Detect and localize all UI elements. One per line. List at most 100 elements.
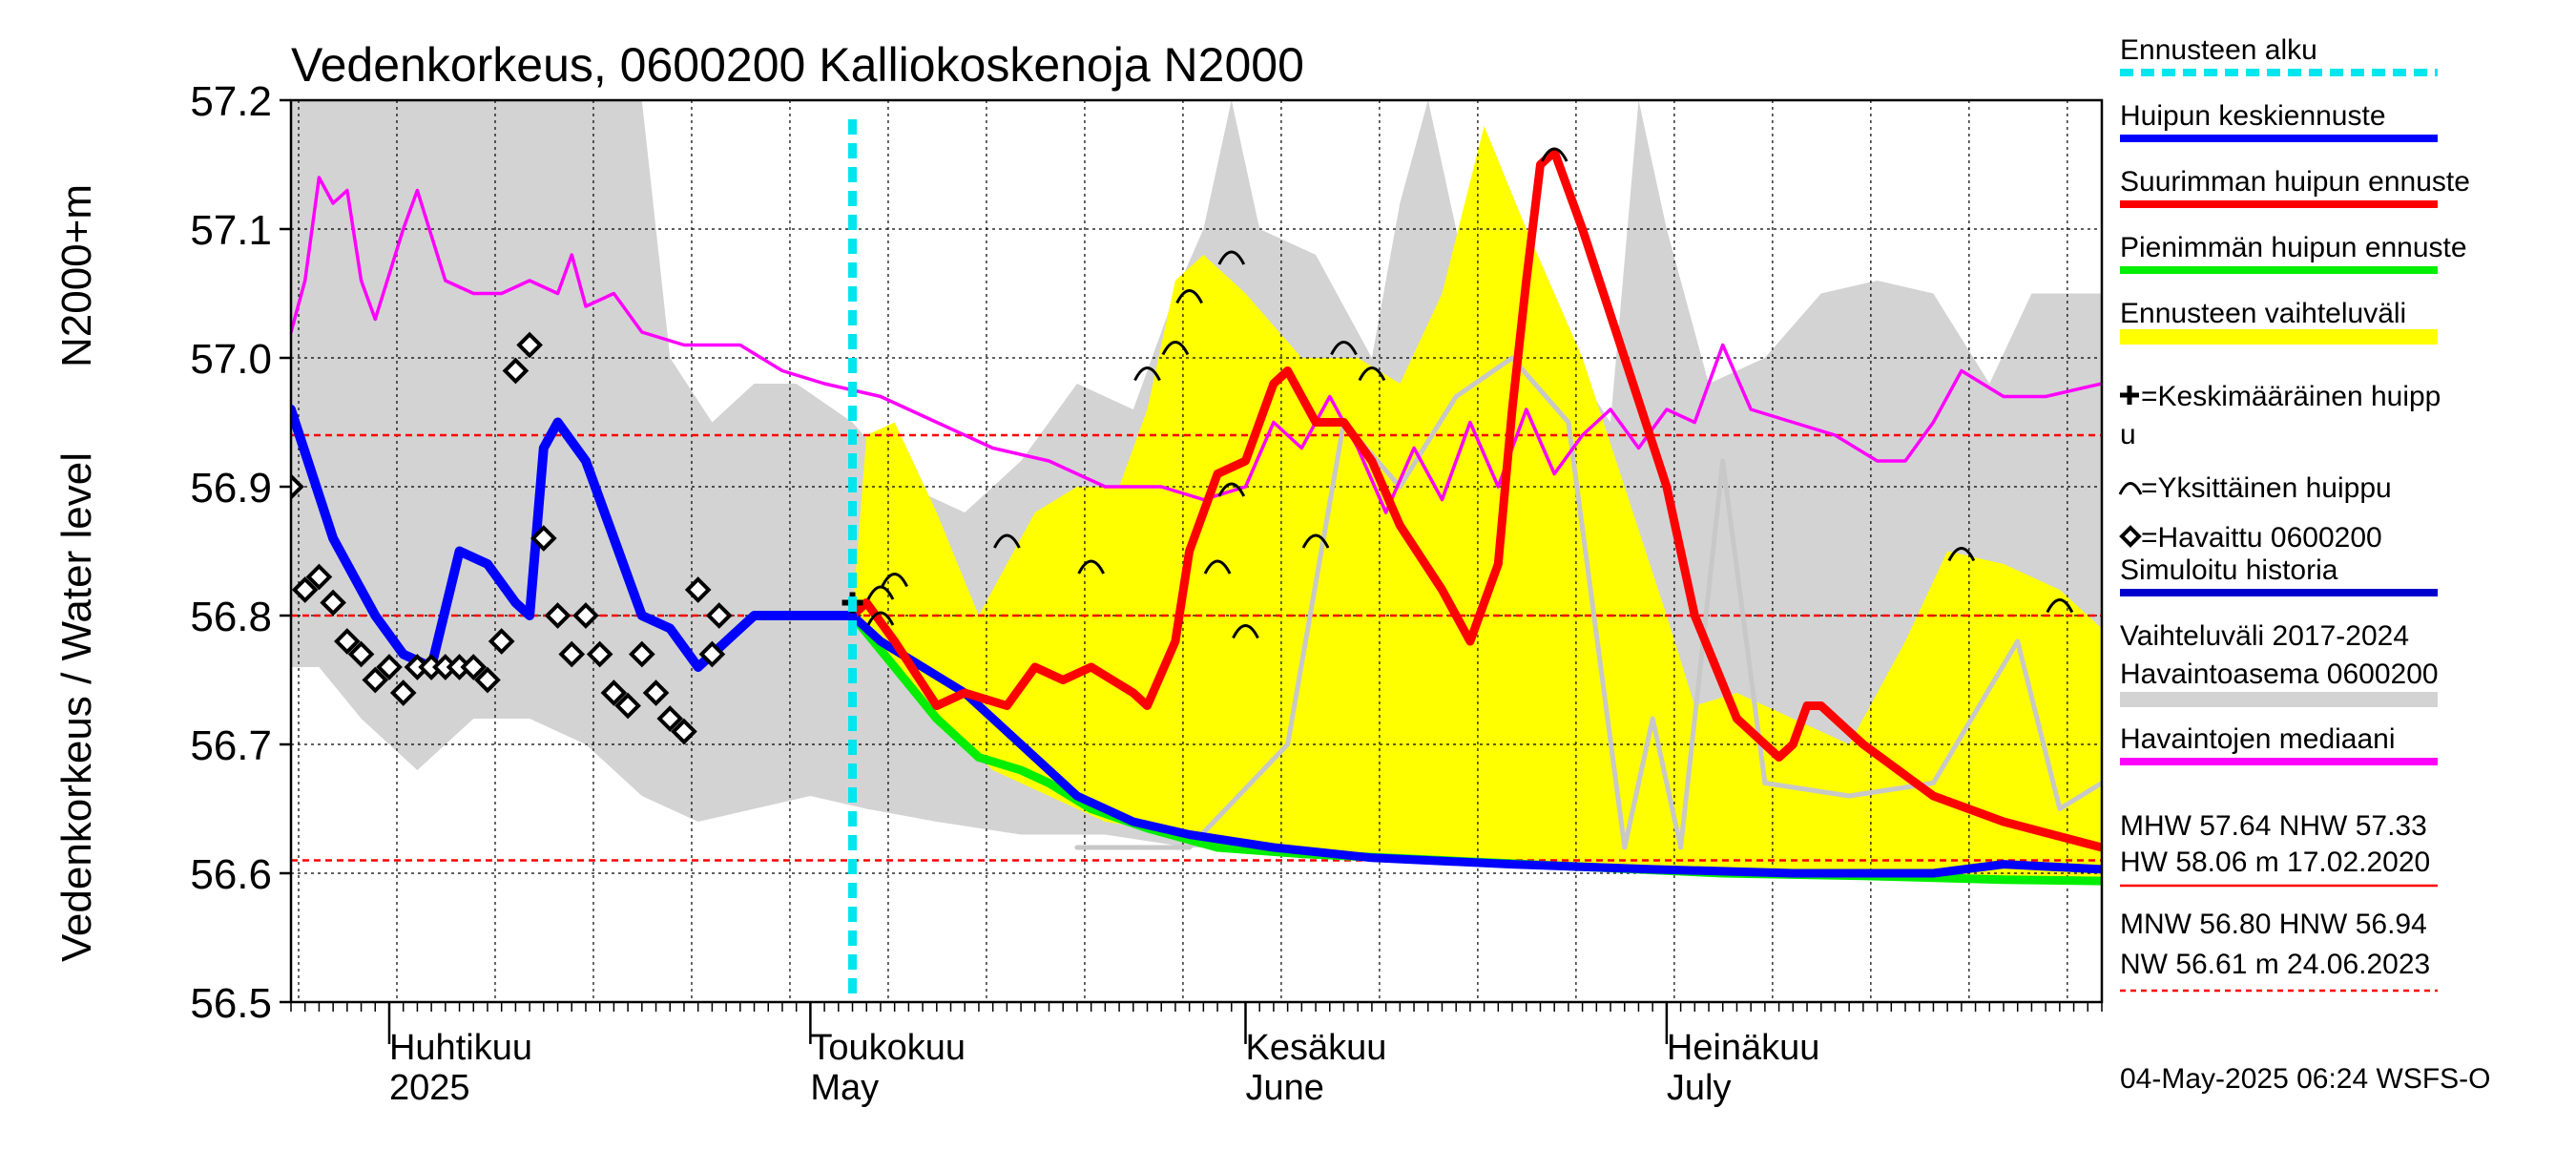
observed-point <box>614 692 641 720</box>
max-peak-forecast-line <box>848 147 2102 852</box>
legend-item-9-label2: Havaintoasema 0600200 <box>2120 659 2439 690</box>
y-tick-label: 56.7 <box>190 722 272 769</box>
legend-item-5-label: =Keskimääräinen huipp <box>2141 381 2441 412</box>
observed-point <box>291 473 304 500</box>
legend-item-8-label: Simuloitu historia <box>2120 554 2338 586</box>
plot-frame <box>289 98 2104 1004</box>
observed-point <box>572 602 599 629</box>
median-line <box>291 176 2102 514</box>
legend-item-6-symbol <box>2118 482 2143 495</box>
single-peak-marker <box>1203 559 1232 575</box>
single-peak-marker <box>1540 147 1568 162</box>
observed-point <box>305 563 333 591</box>
observed-point <box>460 654 488 680</box>
single-peak-marker <box>1217 482 1246 497</box>
legend-item-3-label: Pienimmän huipun ennuste <box>2120 232 2467 263</box>
single-peak-marker <box>1301 533 1330 549</box>
single-peak-marker <box>1217 250 1246 265</box>
legend-item-7-label: =Havaittu 0600200 <box>2141 522 2382 554</box>
legend-item-7-symbol <box>2119 525 2142 548</box>
y-axis-unit-label: N2000+m <box>53 184 100 367</box>
legend-item-5-label2: u <box>2120 419 2136 450</box>
x-month-label-en: June <box>1245 1068 1323 1108</box>
y-tick-label: 57.1 <box>190 207 272 254</box>
observed-point <box>362 666 389 694</box>
single-peak-marker <box>1947 547 1976 562</box>
x-month-label-fi: Kesäkuu <box>1245 1028 1386 1068</box>
observed-point <box>320 589 346 617</box>
observed-point <box>705 602 733 629</box>
y-tick-label: 57.0 <box>190 336 272 383</box>
legend-item-9-swatch <box>2120 692 2438 707</box>
x-month-label-fi: Toukokuu <box>810 1028 966 1068</box>
single-peak-marker <box>866 611 895 626</box>
stats-line-2: HW 58.06 m 17.02.2020 <box>2120 847 2430 878</box>
legend-item-2-label: Suurimman huipun ennuste <box>2120 166 2470 198</box>
observed-point <box>474 666 501 694</box>
x-month-label-fi: Huhtikuu <box>389 1028 532 1068</box>
x-month-label-fi: Heinäkuu <box>1667 1028 1820 1068</box>
observed-point <box>347 640 375 668</box>
legend-item-1-label: Huipun keskiennuste <box>2120 100 2386 132</box>
legend-item-4-label: Ennusteen vaihteluväli <box>2120 298 2406 329</box>
legend-item-0-label: Ennusteen alku <box>2120 34 2317 66</box>
single-peak-marker <box>1175 289 1203 304</box>
single-peak-marker <box>1358 366 1386 382</box>
stats-line-1: MHW 57.64 NHW 57.33 <box>2120 810 2427 842</box>
observed-point <box>586 640 613 668</box>
single-peak-marker <box>881 573 909 588</box>
observed-point <box>656 705 684 732</box>
plot-area <box>291 100 2102 1002</box>
simulated-history-line <box>291 405 858 672</box>
timestamp-label: 04-May-2025 06:24 WSFS-O <box>2120 1063 2491 1095</box>
observed-point <box>671 718 697 745</box>
y-tick-label: 56.8 <box>190 594 272 640</box>
y-tick-label: 56.6 <box>190 851 272 898</box>
single-peak-marker <box>1161 341 1190 356</box>
chart-title: Vedenkorkeus, 0600200 Kalliokoskenoja N2… <box>291 38 1304 92</box>
observed-point <box>389 680 417 706</box>
observed-point <box>502 357 530 385</box>
observed-point <box>684 576 712 603</box>
legend-item-6-label: =Yksittäinen huippu <box>2141 472 2392 504</box>
observed-point <box>629 640 655 668</box>
forecast-range-band <box>852 126 2102 882</box>
observed-point <box>530 525 557 552</box>
observed-point <box>376 654 403 680</box>
observed-point <box>516 331 543 359</box>
legend-item-5-symbol <box>2120 386 2139 405</box>
single-peak-marker <box>1232 624 1259 639</box>
plot-layer <box>291 100 2102 1002</box>
x-month-label-en: July <box>1667 1068 1732 1108</box>
historical-year-line <box>1074 355 2102 850</box>
observed-point <box>334 628 361 655</box>
stats-line-4: NW 56.61 m 24.06.2023 <box>2120 949 2430 980</box>
x-month-label-en: 2025 <box>389 1068 470 1108</box>
legend: Ennusteen alku Huipun keskiennuste Suurimm… <box>2118 34 2470 993</box>
axes: 56.5 56.6 56.7 56.8 56.9 57.0 57.1 57.2 Huhtikuu… <box>190 78 2104 1108</box>
single-peak-marker <box>1077 559 1105 575</box>
legend-item-10-label: Havaintojen mediaani <box>2120 723 2396 755</box>
legend-item-4-swatch <box>2120 329 2438 345</box>
mean-peak-forecast-line <box>848 611 2102 878</box>
y-axis-label: Vedenkorkeus / Water level <box>53 452 100 962</box>
y-tick-label: 57.2 <box>190 78 272 125</box>
single-peak-marker <box>866 585 895 600</box>
x-month-label-en: May <box>810 1068 879 1108</box>
single-peak-marker <box>2046 598 2074 614</box>
observed-point <box>291 576 319 603</box>
observed-point <box>698 640 726 668</box>
single-peak-marker <box>1133 366 1161 382</box>
observed-point <box>544 602 571 629</box>
single-peak-marker <box>1330 341 1358 356</box>
y-tick-label: 56.9 <box>190 465 272 512</box>
single-peak-marker <box>993 533 1021 549</box>
y-tick-label: 56.5 <box>190 980 272 1027</box>
stats-line-3: MNW 56.80 HNW 56.94 <box>2120 909 2427 940</box>
observed-point <box>642 680 670 706</box>
observed-point <box>600 680 628 706</box>
legend-item-9-label: Vaihteluväli 2017-2024 <box>2120 620 2409 652</box>
observed-point <box>488 628 515 655</box>
